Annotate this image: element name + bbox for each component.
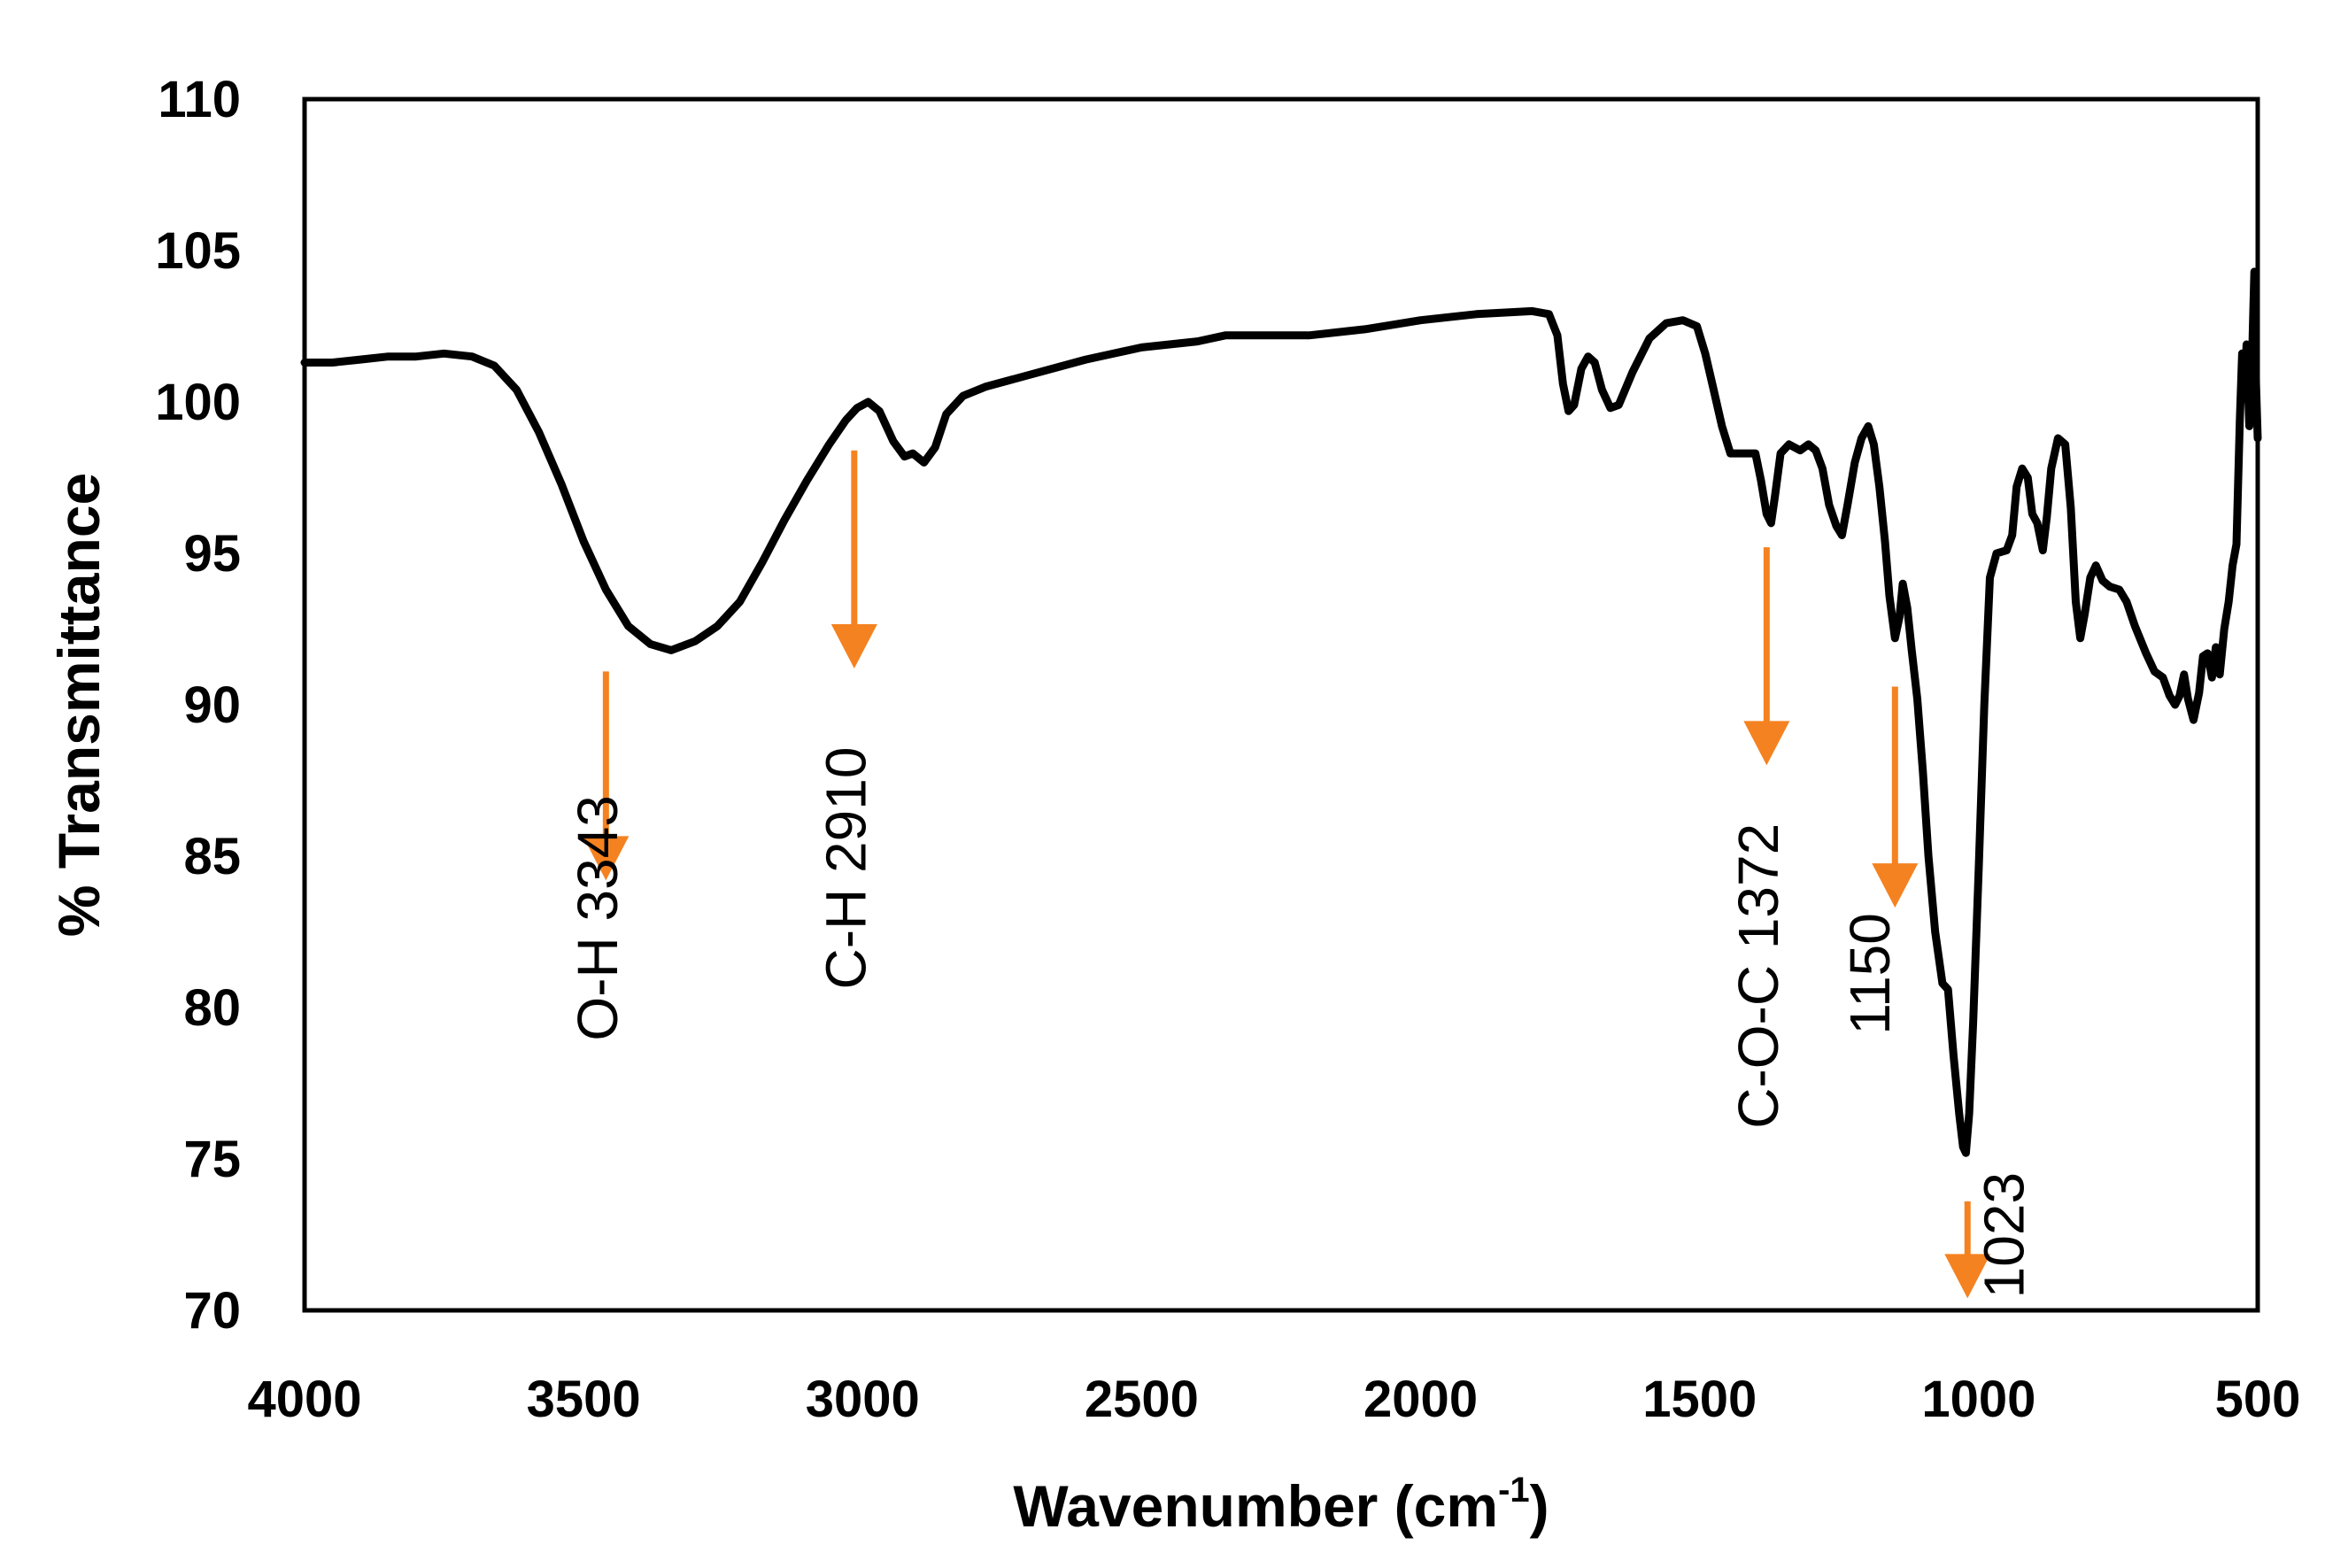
annotation-arrow-head (1743, 721, 1790, 766)
x-tick-label: 4000 (247, 1371, 361, 1428)
annotation-label: C-O-C 1372 (1726, 823, 1790, 1129)
peak-annotation: 1150 (1838, 686, 1919, 1035)
y-tick-label: 95 (183, 525, 241, 583)
x-axis-tick-labels: 4000 3500 3000 2500 2000 1500 1000 500 (247, 1371, 2300, 1428)
x-tick-label: 2000 (1363, 1371, 1478, 1428)
y-tick-label: 80 (183, 979, 241, 1037)
x-tick-label: 2500 (1085, 1371, 1199, 1428)
peak-annotation: O-H 3343 (566, 671, 630, 1041)
x-tick-label: 3500 (527, 1371, 641, 1428)
peak-annotation: C-H 2910 (814, 450, 877, 990)
annotation-label: 1150 (1838, 913, 1902, 1035)
annotation-label: C-H 2910 (814, 747, 877, 990)
peak-annotation: C-O-C 1372 (1726, 547, 1790, 1129)
annotation-label: 1023 (1972, 1172, 2035, 1298)
annotation-arrow-head (1944, 1254, 1991, 1299)
x-tick-label: 3000 (806, 1371, 920, 1428)
x-axis-title-main: Wavenumber (cm (1013, 1473, 1498, 1539)
annotation-arrow-head (583, 836, 630, 881)
x-tick-label: 1000 (1921, 1371, 2035, 1428)
x-axis-title: Wavenumber (cm-1) (1013, 1471, 1549, 1539)
y-tick-label: 75 (183, 1131, 241, 1188)
x-axis-title-close: ) (1530, 1473, 1549, 1539)
annotation-arrow-head (1872, 863, 1919, 908)
peak-annotation: 1023 (1944, 1172, 2035, 1299)
annotation-label: O-H 3343 (566, 795, 630, 1040)
series-line (300, 267, 2262, 1157)
y-axis-tick-labels: 70 75 80 85 90 95 100 105 110 (155, 71, 241, 1340)
annotations-layer: O-H 3343 C-H 2910 C-O-C 1372 1150 1023 (566, 450, 2035, 1299)
y-tick-label: 110 (158, 71, 241, 128)
y-tick-label: 70 (183, 1282, 241, 1340)
x-tick-label: 1500 (1642, 1371, 1757, 1428)
y-tick-label: 100 (155, 374, 241, 431)
annotation-arrow-head (830, 623, 877, 668)
y-tick-label: 105 (155, 222, 241, 280)
plot-area-frame (302, 97, 2260, 1313)
y-tick-label: 85 (183, 828, 241, 885)
y-tick-label: 90 (183, 676, 241, 734)
series-layer (300, 267, 2262, 1157)
x-axis-title-superscript: -1 (1498, 1471, 1530, 1510)
y-axis-title: % Transmittance (46, 473, 112, 938)
x-tick-label: 500 (2215, 1371, 2301, 1428)
